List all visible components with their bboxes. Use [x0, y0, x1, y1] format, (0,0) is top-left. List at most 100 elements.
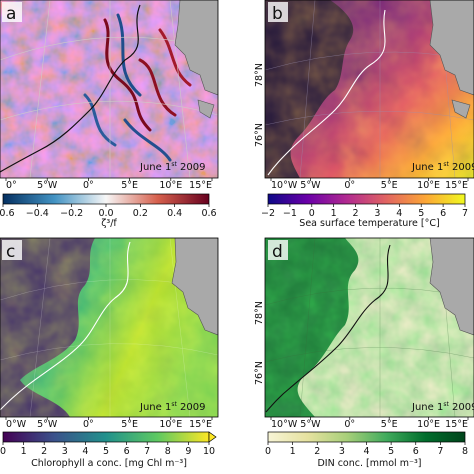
panel-a-island: [197, 99, 215, 119]
panel-b-colorbar-tick-label: 4: [396, 208, 402, 219]
panel-a-ice-edge: [0, 4, 141, 173]
panel-c-colorbar-tick-label: 5: [103, 446, 109, 457]
panel-b-lat-tick-label: 78°N: [254, 63, 265, 87]
panel-c-colorbar-tick-label: 10: [203, 446, 215, 457]
panel-c-ice-edge: [0, 241, 131, 411]
panel-d-letter-box: [268, 240, 288, 260]
panel-d-colorbar-tick-label: 8: [462, 446, 468, 457]
panel-c-grid: [0, 238, 218, 417]
panel-b-colorbar-tick-label: 1: [331, 208, 337, 219]
panel-b-colorbar-tick-label: 5: [418, 208, 424, 219]
panel-c-letter-box: [2, 240, 22, 260]
panel-b-island: [451, 99, 471, 119]
panel-d-colorbar-tick-label: 7: [437, 446, 443, 457]
panel-c-colorbar-tick-label: 8: [165, 446, 171, 457]
panel-c-colorbar-tick-label: 3: [62, 446, 68, 457]
panel-a-letter: a: [6, 4, 16, 24]
panel-a-colorbar-tick-label: 0.4: [167, 208, 182, 219]
panel-c-colorbar-tick-label: 9: [185, 446, 191, 457]
panel-d-colorbar-label: DIN conc. [mmol m⁻³]: [317, 458, 421, 469]
panel-b: b June 1st 2009: [265, 0, 474, 178]
panel-c-colorbar-tick-label: 2: [41, 446, 47, 457]
panel-b-colorbar-tick-label: 7: [462, 208, 468, 219]
panel-a-letter-box: [2, 2, 22, 22]
panel-b-lon-tick-label: 15°E: [445, 180, 468, 191]
panel-a-lon-tick-label: 5°W: [37, 180, 58, 191]
panel-b-colorbar-tick-label: 6: [440, 208, 446, 219]
panel-c-lon-tick-label: 0°: [83, 419, 94, 430]
panel-b-colorbar: [267, 193, 466, 205]
panel-a-colorbar-tick-label: 0.2: [133, 208, 148, 219]
panel-a-eddies: [83, 13, 192, 162]
panel-c-lon-tick-label: 0°W: [6, 419, 27, 430]
panel-c-frame: [0, 237, 219, 418]
panel-a: a June 1st 2009: [0, 0, 218, 178]
panel-d-lon-tick-label: 5°E: [381, 419, 398, 430]
panel-c-date: June 1st 2009: [139, 401, 205, 413]
panel-c-lon-tick-label: 5°W: [37, 419, 58, 430]
panel-a-lon-tick-label: 0°: [83, 180, 94, 191]
panel-d-lon-tick-label: 0°: [344, 419, 355, 430]
panel-a-colorbar-tick-label: −0.2: [60, 208, 83, 219]
panel-b-colorbar-tick-label: 0: [309, 208, 315, 219]
panel-b-colorbar-tick-label: 3: [374, 208, 380, 219]
panel-a-date: June 1st 2009: [139, 161, 205, 173]
panel-d-colorbar: [267, 431, 466, 443]
panel-a-land: [174, 0, 218, 96]
panel-c-colorbar-tick-label: 7: [144, 446, 150, 457]
panel-d-lon-tick-label: 10°E: [417, 419, 440, 430]
panel-c-lon-tick-label: 10°E: [159, 419, 182, 430]
panel-b-colorbar-tick-label: −2: [261, 208, 275, 219]
panel-b-lon-tick-label: 10°W: [271, 180, 298, 191]
panel-a-colorbar-tick-label: −0.6: [0, 208, 15, 219]
panel-d-colorbar-tick-label: 4: [363, 446, 369, 457]
panel-c-colorbar-label: Chlorophyll a conc. [mg Chl m⁻³]: [31, 458, 187, 469]
panel-d-colorbar-tick-label: 5: [388, 446, 394, 457]
panel-a-colorbar: [2, 193, 210, 205]
panel-b-lat-tick-label: 76°N: [254, 123, 265, 147]
panel-b-colorbar-tick-label: −1: [283, 208, 297, 219]
panel-b-ice-edge: [267, 9, 386, 176]
panel-d-colorbar-tick-label: 2: [314, 446, 320, 457]
panel-d-colorbar-tick-label: 6: [413, 446, 419, 457]
panel-c-lon-tick-label: 5°E: [121, 419, 138, 430]
panel-a-colorbar-tick-label: 0.6: [201, 208, 216, 219]
panel-d-colorbar-tick-label: 0: [265, 446, 271, 457]
panel-b-lon-tick-label: 0°: [344, 180, 355, 191]
panel-d-frame: [264, 237, 474, 418]
panel-d: d June 1st 2009: [265, 238, 474, 417]
panel-c-colorbar-tick-label: 0: [0, 446, 6, 457]
panel-d-lon-tick-label: 5°W: [300, 419, 321, 430]
panel-c-colorbar-tick-label: 6: [124, 446, 130, 457]
panel-a-colorbar-label: ζ³/f: [101, 218, 117, 229]
panel-d-date: June 1st 2009: [411, 401, 474, 413]
panel-d-lat-tick-label: 76°N: [254, 361, 265, 385]
panel-d-ice-edge: [265, 244, 391, 413]
panel-c-lon-tick-label: 15°E: [189, 419, 212, 430]
panel-c-land: [171, 238, 218, 336]
panel-a-colorbar-tick-label: −0.4: [26, 208, 49, 219]
panel-c-colorbar-extend-arrow: [208, 431, 217, 443]
panel-c-colorbar-tick-label: 4: [82, 446, 88, 457]
panel-b-colorbar-label: Sea surface temperature [°C]: [299, 218, 439, 229]
panel-c-colorbar: [2, 431, 210, 443]
panel-b-land: [429, 0, 474, 96]
panel-d-colorbar-tick-label: 3: [339, 446, 345, 457]
panel-c-colorbar-tick-label: 1: [21, 446, 27, 457]
panel-a-frame: [0, 0, 219, 179]
panel-b-lon-tick-label: 5°E: [381, 180, 398, 191]
panel-d-lon-tick-label: 10°W: [271, 419, 298, 430]
panel-c-letter: c: [6, 242, 15, 262]
panel-d-letter: d: [272, 242, 283, 262]
panel-d-lat-tick-label: 78°N: [254, 301, 265, 325]
panel-c: c June 1st 2009: [0, 238, 218, 417]
panel-a-colorbar-tick-label: 0.0: [98, 208, 113, 219]
panel-b-letter: b: [272, 4, 283, 24]
panel-b-letter-box: [268, 2, 288, 22]
panel-b-lon-tick-label: 5°W: [300, 180, 321, 191]
panel-a-lon-tick-label: 10°E: [159, 180, 182, 191]
panel-b-date: June 1st 2009: [411, 161, 474, 173]
panel-d-lon-tick-label: 15°E: [445, 419, 468, 430]
